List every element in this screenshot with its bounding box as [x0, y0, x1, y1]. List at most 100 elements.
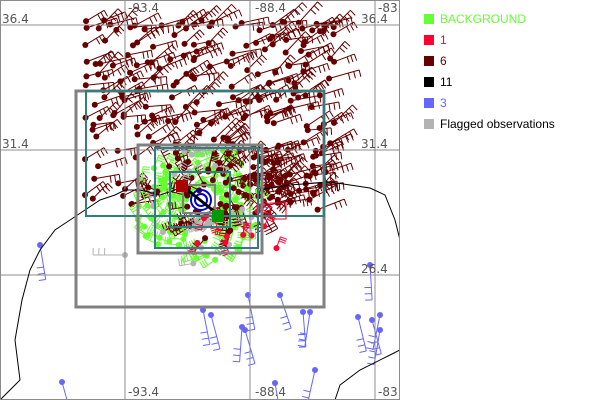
wind-barb	[114, 147, 140, 156]
wind-barb	[208, 9, 243, 26]
wind-barb	[82, 81, 115, 91]
lon-label-bottom: -93.4	[128, 385, 159, 399]
wind-barb	[141, 24, 175, 34]
wind-barb	[160, 152, 177, 169]
wind-barb	[91, 173, 121, 183]
wind-barb	[199, 256, 219, 269]
wind-barb	[96, 101, 121, 122]
wind-barb	[173, 68, 197, 86]
legend-swatch	[424, 13, 434, 24]
wind-barb	[282, 31, 311, 56]
wind-barb	[367, 327, 383, 365]
wind-barb	[369, 317, 382, 356]
legend-item-3[interactable]: 3	[424, 92, 555, 113]
wind-barb	[83, 9, 108, 25]
wind-barb	[297, 309, 313, 348]
legend-label: BACKGROUND	[440, 11, 527, 26]
wind-barb	[190, 40, 216, 50]
wind-barb	[275, 142, 300, 152]
wind-barb	[295, 1, 323, 26]
lon-label-bottom: -83.4	[378, 385, 400, 399]
wind-barb	[188, 235, 209, 253]
wind-barb	[219, 202, 230, 225]
wind-barb	[113, 6, 142, 33]
lat-lon-grid	[0, 0, 400, 400]
wind-barb	[159, 174, 171, 192]
wind-barb	[242, 84, 266, 105]
nested-domain-boxes	[74, 89, 326, 309]
lon-label-top: -83.4	[378, 1, 400, 15]
wind-barb	[216, 154, 237, 173]
wind-barb	[164, 236, 182, 248]
wind-barb	[95, 156, 128, 170]
wind-barb	[266, 73, 300, 86]
lon-label-top: -88.4	[255, 1, 286, 15]
wind-barb-observations	[36, 1, 383, 400]
wind-barb	[300, 32, 329, 49]
wind-barb	[327, 41, 351, 62]
wind-barb	[110, 100, 143, 119]
lon-label-bottom: -88.4	[255, 385, 286, 399]
wind-barb	[331, 53, 358, 65]
coastline	[0, 181, 400, 400]
wind-barb	[364, 262, 373, 301]
wind-barb	[83, 51, 116, 65]
wind-barb	[244, 54, 268, 74]
legend-item-11[interactable]: 11	[424, 71, 555, 92]
wind-barb	[326, 69, 362, 82]
lat-label-right: 31.4	[361, 137, 388, 151]
wind-barb	[91, 95, 124, 108]
wind-barb	[193, 117, 220, 128]
observation-map[interactable]: -93.4 -88.4 -83.4 -93.4 -88.4 -83.4 36.4…	[0, 0, 400, 400]
legend-item-flagged[interactable]: Flagged observations	[424, 113, 555, 134]
wind-barb	[102, 25, 125, 44]
lat-label-right: 26.4	[361, 262, 388, 276]
wind-barb	[178, 257, 197, 267]
wind-barb	[312, 140, 344, 154]
wind-barb	[242, 327, 256, 366]
legend-label: Flagged observations	[440, 116, 555, 131]
legend-swatch	[424, 34, 434, 45]
wind-barb	[268, 181, 289, 198]
wind-barb	[297, 309, 307, 348]
wind-barb	[127, 61, 156, 76]
legend-swatch	[424, 118, 434, 129]
wind-barb	[155, 196, 167, 216]
wind-barb	[89, 183, 113, 202]
wind-barb	[146, 225, 163, 241]
wind-barb	[150, 218, 167, 236]
wind-barb	[277, 292, 292, 331]
legend-item-1[interactable]: 1	[424, 29, 555, 50]
wind-barb	[230, 185, 251, 202]
wind-barb	[90, 121, 115, 131]
wind-barb	[175, 10, 199, 29]
wind-barb	[227, 51, 258, 69]
wind-barb	[89, 121, 117, 133]
wind-barb	[145, 121, 175, 140]
wind-barb	[200, 307, 211, 346]
legend-swatch	[424, 55, 434, 66]
wind-barb	[330, 104, 358, 126]
legend-label: 3	[440, 95, 447, 110]
wind-barb	[97, 56, 134, 67]
wind-barb	[150, 40, 179, 50]
legend-item-background[interactable]: BACKGROUND	[424, 8, 555, 29]
wind-barb	[183, 11, 213, 32]
wind-barb	[265, 172, 287, 185]
wind-barb	[95, 8, 124, 32]
wind-barb	[191, 108, 228, 118]
wind-barb	[173, 138, 183, 162]
legend-item-6[interactable]: 6	[424, 50, 555, 71]
wind-barb	[59, 379, 68, 400]
lon-label-top: -93.4	[128, 1, 159, 15]
wind-barb	[285, 61, 310, 71]
wind-barb	[127, 24, 157, 33]
wind-barb	[355, 314, 367, 353]
wind-barb	[292, 71, 316, 91]
wind-barb	[267, 28, 301, 42]
wind-barb	[317, 17, 342, 35]
wind-barb	[283, 35, 314, 45]
wind-barb	[279, 2, 308, 25]
wind-barb	[228, 72, 257, 90]
wind-barb	[181, 29, 205, 47]
